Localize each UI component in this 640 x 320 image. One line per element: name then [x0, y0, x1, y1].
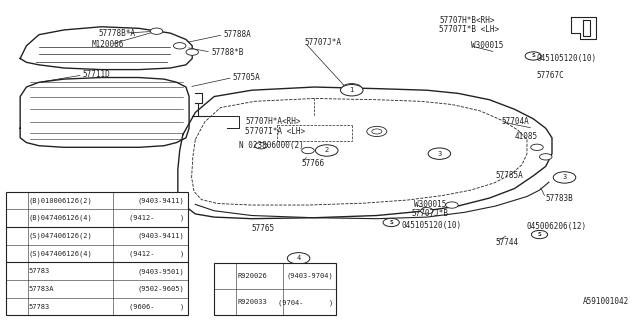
Text: (9704-      ): (9704- ): [278, 299, 333, 306]
Circle shape: [372, 129, 382, 134]
Text: N 023806000(2): N 023806000(2): [239, 141, 304, 150]
Text: 57707I*A <LH>: 57707I*A <LH>: [245, 127, 305, 136]
Text: 57788*B: 57788*B: [211, 48, 243, 57]
Circle shape: [420, 208, 433, 214]
Text: (S)047406126(2): (S)047406126(2): [28, 233, 92, 239]
Text: 57705A: 57705A: [233, 73, 260, 82]
Text: 045105120(10): 045105120(10): [536, 54, 596, 63]
Circle shape: [367, 126, 387, 137]
Circle shape: [346, 84, 358, 91]
Text: (9412-      ): (9412- ): [129, 215, 185, 221]
Text: 57707J*B: 57707J*B: [412, 209, 448, 219]
Text: 57707H*A<RH>: 57707H*A<RH>: [245, 117, 301, 126]
Text: 57783A: 57783A: [28, 286, 54, 292]
Text: 1: 1: [16, 207, 20, 212]
Text: 045006206(12): 045006206(12): [527, 222, 587, 231]
Text: 57766: 57766: [301, 159, 325, 168]
Text: 41085: 41085: [515, 132, 538, 141]
Text: 57783B: 57783B: [546, 194, 573, 203]
Circle shape: [150, 28, 163, 34]
Text: 3: 3: [16, 286, 20, 292]
Circle shape: [531, 144, 543, 150]
Text: S: S: [531, 53, 535, 59]
Text: 4: 4: [223, 287, 227, 292]
Circle shape: [316, 145, 338, 156]
Text: (9502-9605): (9502-9605): [138, 286, 185, 292]
Text: 57707J*A: 57707J*A: [305, 38, 342, 47]
Text: W300015: W300015: [414, 200, 447, 209]
Circle shape: [10, 205, 26, 213]
Text: 57783: 57783: [28, 268, 49, 274]
Text: 3: 3: [563, 174, 566, 180]
Text: 57788A: 57788A: [223, 30, 252, 39]
Circle shape: [217, 285, 234, 293]
Text: 57711D: 57711D: [83, 70, 111, 79]
Circle shape: [540, 154, 552, 160]
Text: (B)010006126(2): (B)010006126(2): [28, 197, 92, 204]
Text: R920033: R920033: [238, 299, 268, 305]
Text: 045105120(10): 045105120(10): [402, 220, 462, 229]
Text: (9412-      ): (9412- ): [129, 250, 185, 257]
Text: (B)047406126(4): (B)047406126(4): [28, 215, 92, 221]
Text: 2: 2: [324, 148, 329, 154]
Text: M120086: M120086: [92, 40, 125, 49]
Text: S: S: [389, 220, 393, 225]
Text: (9606-      ): (9606- ): [129, 303, 185, 310]
Text: (9403-9411): (9403-9411): [138, 233, 185, 239]
Circle shape: [429, 148, 449, 159]
Text: 57767C: 57767C: [536, 71, 564, 80]
Text: 57707H*B<RH>: 57707H*B<RH>: [440, 16, 495, 25]
Text: 4: 4: [296, 255, 301, 261]
Text: 57785A: 57785A: [496, 172, 524, 180]
Circle shape: [347, 86, 356, 91]
Bar: [6, 192, 188, 316]
Circle shape: [10, 241, 26, 249]
Text: 57707I*B <LH>: 57707I*B <LH>: [440, 25, 499, 35]
Text: W300015: W300015: [470, 41, 503, 50]
Circle shape: [531, 230, 548, 239]
Circle shape: [186, 49, 198, 55]
Circle shape: [558, 173, 571, 179]
Circle shape: [301, 147, 314, 154]
Circle shape: [445, 202, 458, 208]
Circle shape: [342, 84, 362, 94]
Circle shape: [340, 84, 363, 96]
Circle shape: [371, 128, 383, 135]
Text: 57783: 57783: [28, 304, 49, 310]
Circle shape: [553, 172, 576, 183]
Text: (9403-9411): (9403-9411): [138, 197, 185, 204]
Circle shape: [255, 142, 268, 149]
Text: (9403-9501): (9403-9501): [138, 268, 185, 275]
Text: 57744: 57744: [496, 238, 519, 247]
Circle shape: [383, 218, 399, 227]
Text: R920026: R920026: [238, 273, 268, 279]
Text: 3: 3: [437, 151, 442, 157]
Circle shape: [173, 43, 186, 49]
Circle shape: [428, 148, 451, 159]
Text: (9403-9704): (9403-9704): [286, 273, 333, 279]
Text: A591001042: A591001042: [583, 297, 630, 306]
Bar: [214, 263, 336, 316]
Circle shape: [287, 252, 310, 264]
Text: (S)047406126(4): (S)047406126(4): [28, 250, 92, 257]
Text: 57765: 57765: [252, 224, 275, 233]
Text: 57778B*A: 57778B*A: [99, 28, 136, 38]
Text: 57704A: 57704A: [502, 117, 530, 126]
Circle shape: [10, 285, 26, 293]
Circle shape: [525, 52, 541, 60]
Text: 2: 2: [16, 242, 20, 247]
Text: S: S: [538, 232, 541, 237]
Text: 1: 1: [349, 87, 354, 93]
Circle shape: [435, 151, 444, 156]
